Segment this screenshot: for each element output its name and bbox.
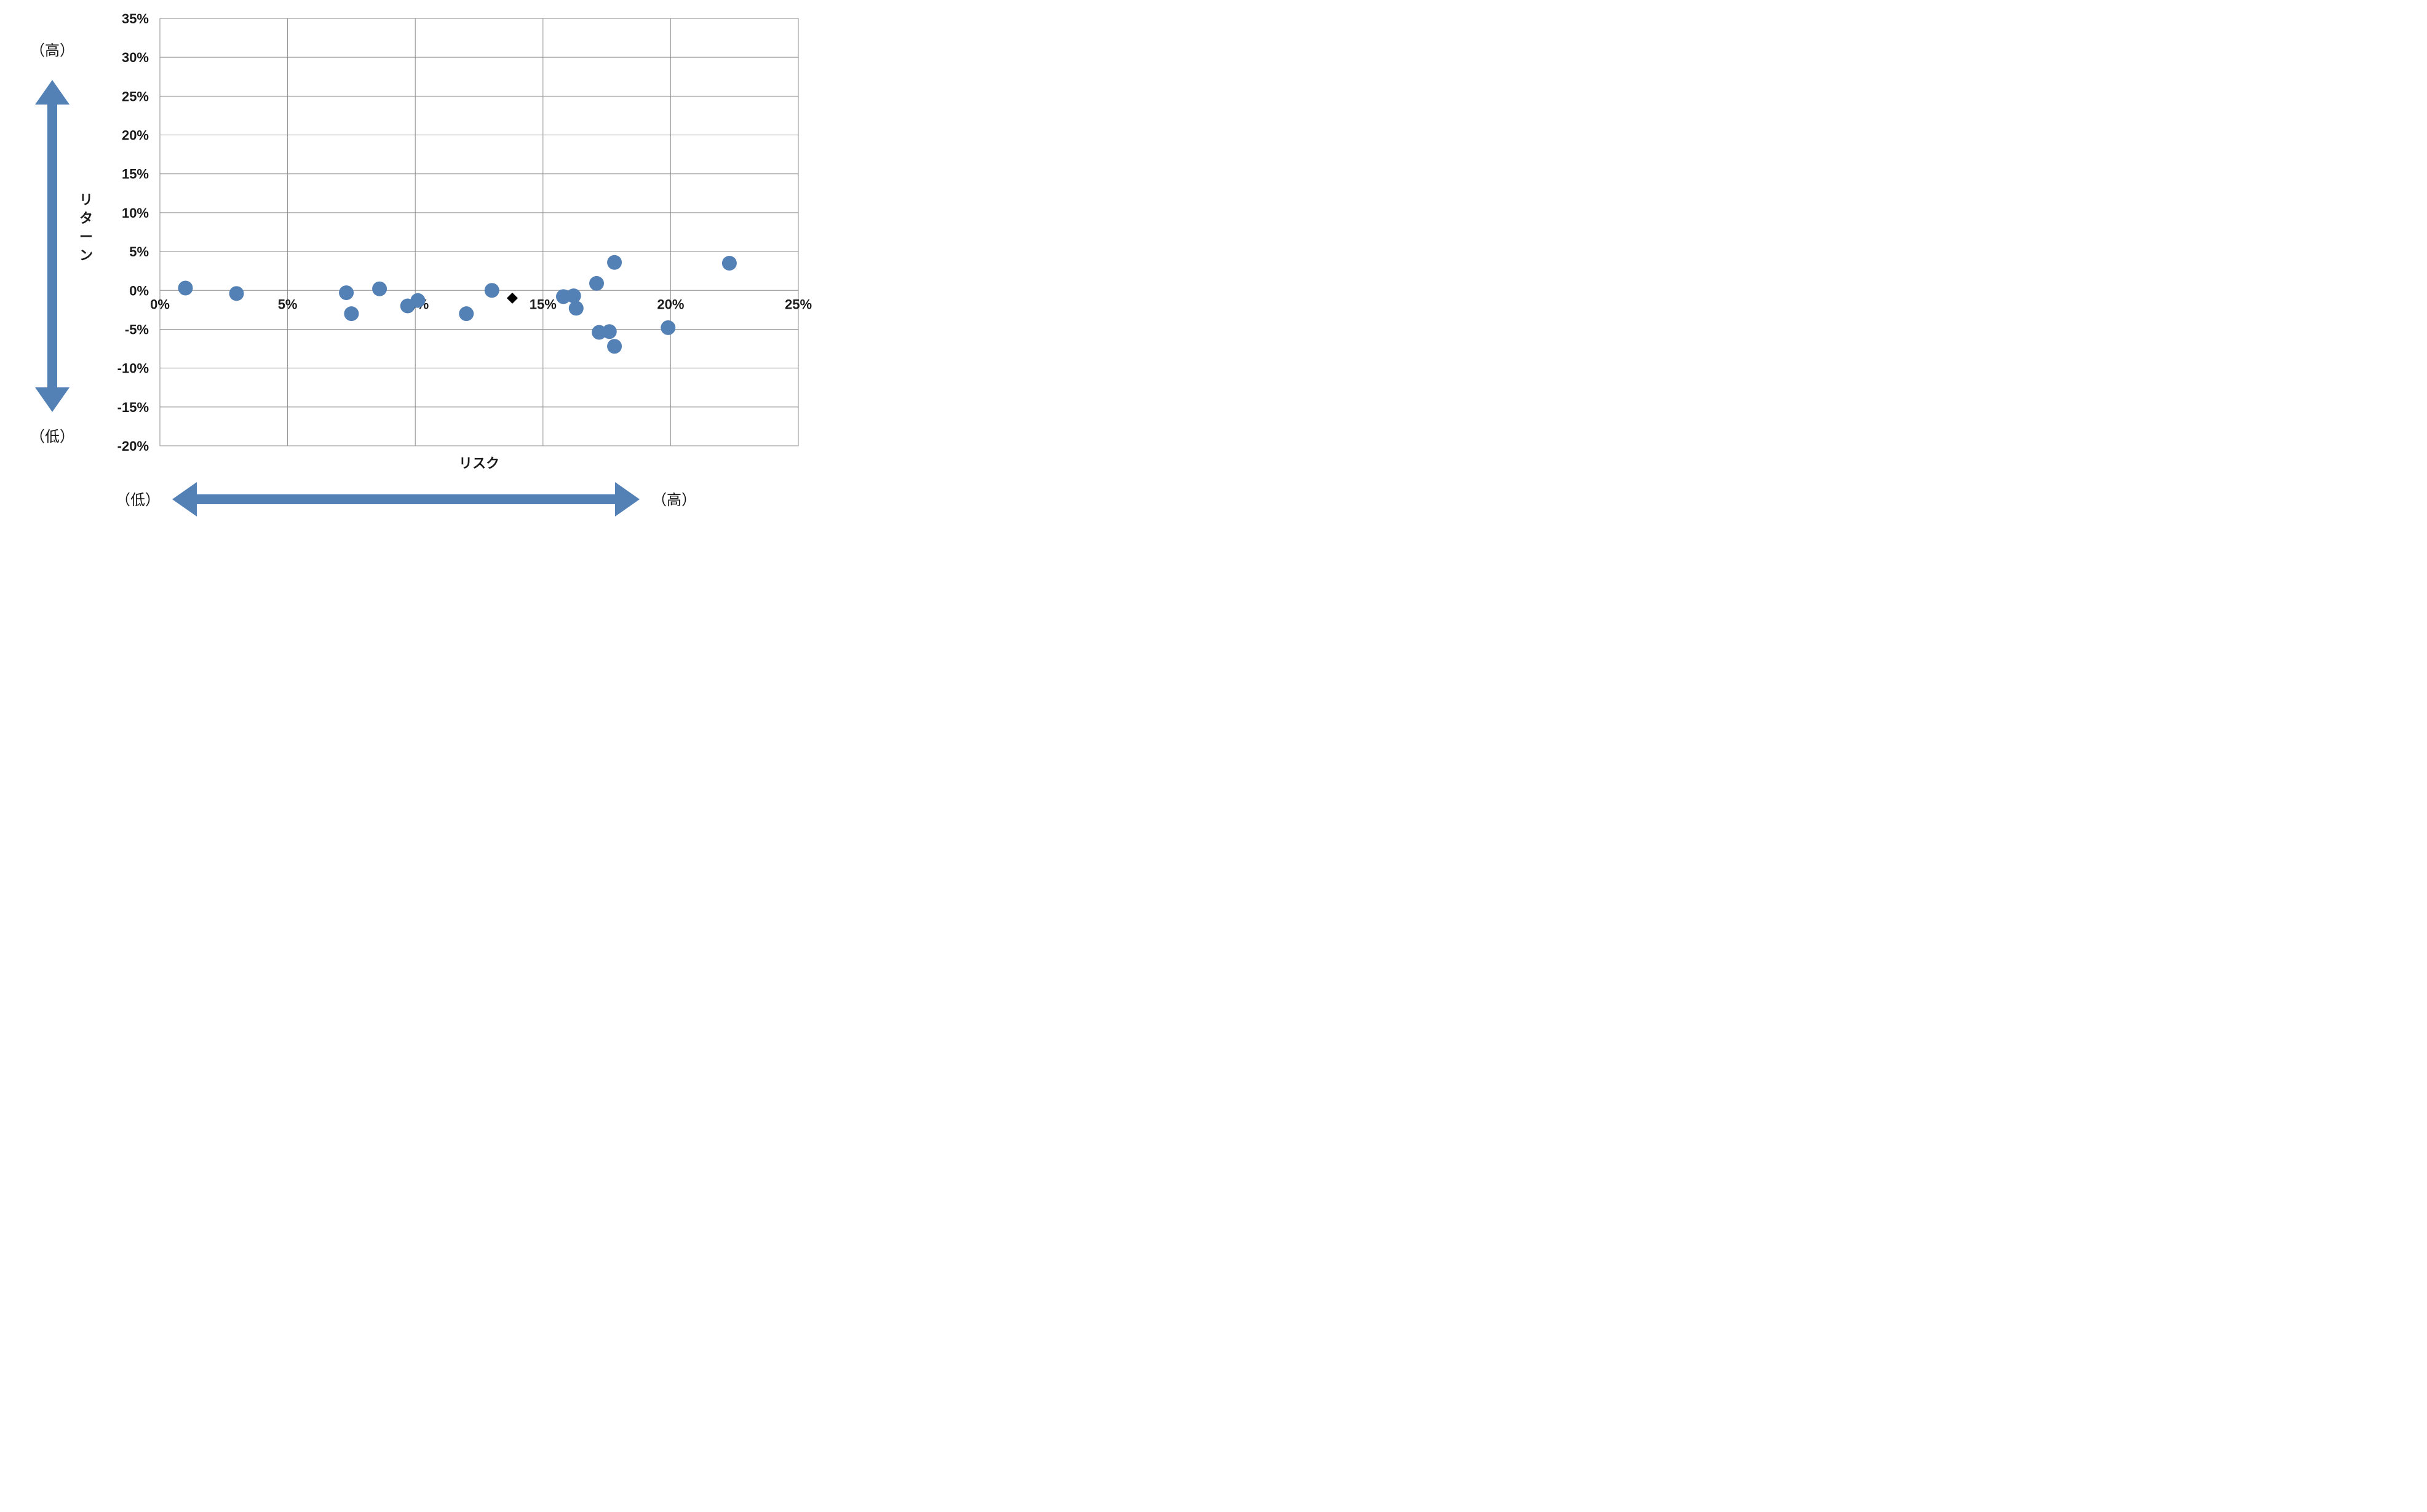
scatter-point (178, 280, 193, 295)
chart-container: -20%-15%-10%-5%0%5%10%15%20%25%30%35%0%5… (0, 0, 852, 531)
x-tick-label: 20% (657, 296, 684, 312)
scatter-point (589, 276, 604, 291)
x-tick-label: 5% (278, 296, 298, 312)
y-tick-label: 0% (129, 283, 149, 298)
x-axis-title: リスク (459, 456, 499, 471)
scatter-point (372, 282, 387, 296)
y-tick-label: -10% (117, 361, 149, 376)
y-axis-title-char: ー (79, 229, 93, 245)
y-tick-label: 15% (122, 167, 149, 182)
scatter-point (661, 320, 675, 335)
scatter-point (569, 301, 584, 315)
y-tick-label: 5% (129, 244, 149, 259)
y-low-label: （低） (30, 429, 74, 445)
scatter-point (607, 255, 622, 270)
scatter-point (339, 285, 354, 300)
scatter-point (344, 306, 359, 321)
x-low-label: （低） (116, 492, 160, 509)
y-axis-title-char: リ (79, 192, 93, 208)
y-axis-title-char: タ (79, 211, 93, 226)
risk-return-scatter-chart: -20%-15%-10%-5%0%5%10%15%20%25%30%35%0%5… (0, 0, 852, 531)
y-tick-label: -15% (117, 400, 149, 415)
scatter-point (722, 256, 737, 271)
x-high-label: （高） (652, 492, 696, 509)
x-tick-label: 25% (785, 296, 812, 312)
scatter-point (602, 324, 617, 339)
scatter-point (566, 288, 581, 303)
y-high-label: （高） (30, 42, 74, 59)
y-tick-label: -20% (117, 438, 149, 454)
scatter-point (485, 283, 499, 298)
x-tick-label: 0% (150, 296, 170, 312)
scatter-point (410, 293, 425, 308)
y-tick-label: 25% (122, 89, 149, 104)
y-tick-label: 30% (122, 50, 149, 65)
scatter-point (459, 306, 474, 321)
y-tick-label: 35% (122, 11, 149, 26)
scatter-point (607, 339, 622, 354)
y-tick-label: 10% (122, 205, 149, 221)
y-tick-label: 20% (122, 128, 149, 143)
x-tick-label: 15% (530, 296, 557, 312)
y-axis-title-char: ン (79, 248, 93, 263)
scatter-point (229, 286, 244, 301)
y-tick-label: -5% (125, 322, 149, 337)
